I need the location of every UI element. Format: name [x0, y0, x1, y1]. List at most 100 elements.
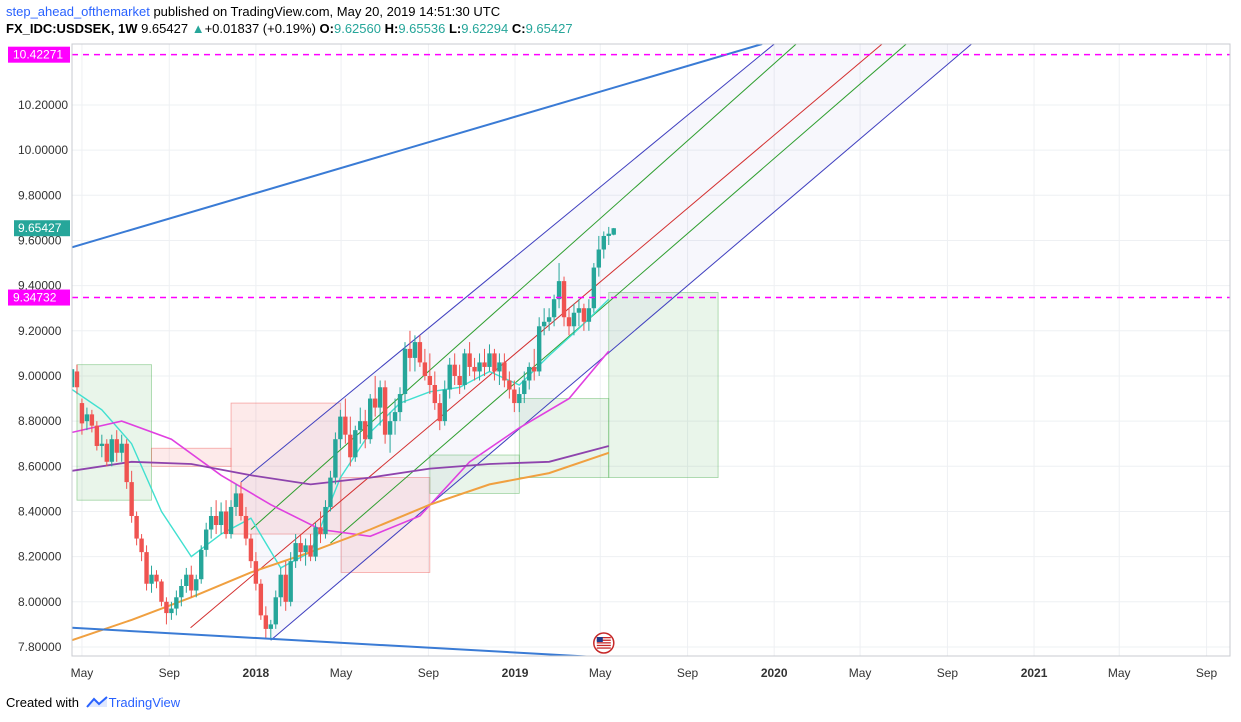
candle [154, 570, 159, 589]
x-tick-label: Sep [1196, 666, 1218, 680]
candle [278, 567, 283, 607]
x-tick-label: May [330, 666, 353, 680]
cloud-segment [429, 454, 520, 494]
candle [432, 371, 438, 410]
candle-body [517, 394, 522, 404]
candle-body [427, 375, 433, 386]
footer: Created with TradingView [6, 695, 180, 710]
candle-body [149, 574, 154, 584]
candle [184, 567, 189, 593]
channel-band [240, 44, 972, 641]
candle [546, 308, 552, 331]
candle [422, 348, 428, 381]
candle-body [417, 342, 423, 363]
candle [541, 308, 547, 336]
candle-body [129, 482, 134, 516]
candle-body [258, 583, 264, 616]
candle [472, 357, 477, 381]
candle [323, 500, 328, 539]
candle-body [72, 369, 75, 388]
candle-body [199, 549, 204, 580]
candle-body [104, 443, 109, 462]
candle [203, 522, 209, 557]
cloud-segment [76, 364, 152, 501]
candle [268, 619, 273, 641]
flag-stripe [596, 642, 611, 644]
up-arrow-icon: ▲ [191, 21, 205, 36]
y-tick-label: 10.20000 [18, 98, 68, 112]
y-tick-label: 7.80000 [18, 640, 62, 654]
candle [392, 398, 398, 435]
candle [333, 432, 338, 485]
author-link[interactable]: step_ahead_ofthemarket [6, 4, 150, 19]
candle [402, 342, 408, 404]
close-label: C: [511, 21, 526, 36]
ema-line-slow [72, 445, 610, 486]
candle-body [601, 235, 606, 250]
candle-body [218, 511, 224, 526]
candle-body [243, 515, 249, 539]
candle-body [522, 380, 527, 395]
candle-body [482, 362, 487, 367]
candle-body [367, 398, 373, 440]
x-tick-label: Sep [937, 666, 959, 680]
candle [382, 380, 388, 444]
level-badge [8, 289, 70, 306]
candle [144, 545, 149, 591]
candle-body [338, 416, 343, 440]
candle-body [328, 477, 333, 507]
candle-body [283, 574, 288, 602]
candle [536, 317, 542, 376]
candle [169, 601, 174, 620]
x-tick-label: 2020 [761, 666, 788, 680]
candle [263, 606, 269, 638]
candle-body [462, 353, 467, 386]
candle [586, 299, 592, 331]
candle-body [571, 312, 577, 327]
close-value: 9.65427 [525, 21, 573, 36]
candle [174, 590, 179, 616]
publish-line: step_ahead_ofthemarket published on Trad… [6, 3, 573, 20]
y-tick-label: 8.20000 [18, 550, 62, 564]
candles [72, 226, 616, 641]
candle-body [402, 348, 408, 395]
candle-body [358, 421, 363, 431]
candle [114, 430, 119, 462]
candle [606, 226, 611, 245]
tradingview-logo-icon [85, 696, 108, 708]
candle [502, 353, 507, 388]
candle [318, 511, 323, 544]
candle-body [179, 585, 184, 598]
candle-body [497, 362, 502, 372]
candle [273, 590, 278, 629]
published-text: published on TradingView.com, May 20, 20… [149, 4, 501, 19]
candle [367, 394, 373, 444]
candle-body [492, 353, 497, 372]
candle [99, 434, 105, 458]
candle [124, 439, 129, 489]
candle [551, 294, 557, 327]
x-tick-label: 2019 [502, 666, 529, 680]
x-tick-label: 2021 [1021, 666, 1048, 680]
tradingview-brand[interactable]: TradingView [108, 695, 181, 710]
ema-line-fast [72, 298, 610, 569]
candle [527, 362, 532, 390]
candle-body [586, 308, 592, 322]
candle [218, 502, 224, 535]
candle [84, 407, 90, 431]
candle-body [343, 416, 348, 435]
candle-body [203, 529, 209, 550]
y-tick-label: 10.00000 [18, 143, 68, 157]
candle [462, 348, 467, 390]
candle [412, 335, 418, 372]
candle [328, 470, 333, 512]
candle-body [432, 385, 438, 404]
candle [343, 398, 348, 444]
candle [591, 263, 597, 313]
candle-body [541, 321, 547, 327]
candle-body [84, 414, 90, 422]
candle-body [318, 527, 323, 535]
candle-body [169, 608, 174, 614]
x-tick-label: May [849, 666, 872, 680]
